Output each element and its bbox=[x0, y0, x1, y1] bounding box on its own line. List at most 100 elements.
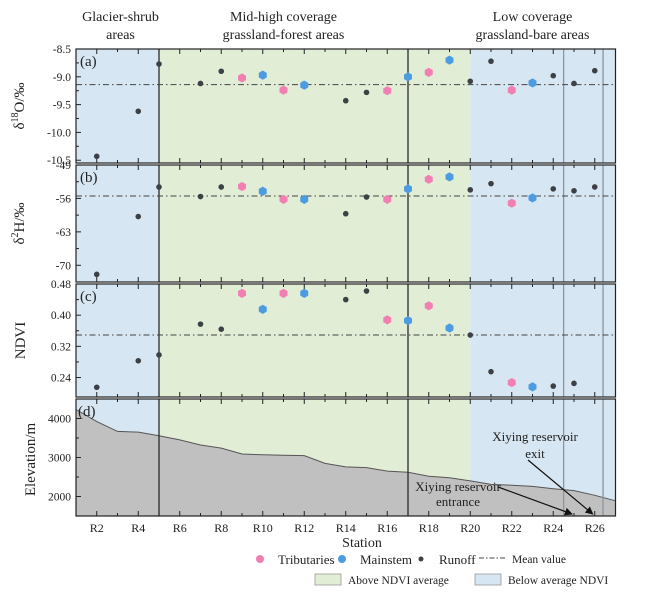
panel-frame bbox=[75, 398, 617, 517]
mainstem-point bbox=[445, 323, 454, 333]
x-tick-label: R6 bbox=[173, 521, 187, 535]
y-tick-label: -10.0 bbox=[47, 127, 71, 139]
tributaries-point bbox=[424, 174, 433, 184]
runoff-point bbox=[550, 72, 557, 79]
runoff-point bbox=[135, 108, 142, 115]
legend: Tributaries Mainstem Runoff Mean value Above… bbox=[256, 552, 608, 587]
runoff-point bbox=[342, 296, 349, 303]
tributaries-point bbox=[424, 301, 433, 311]
y-tick-label: 2000 bbox=[48, 492, 71, 504]
tributaries-point bbox=[383, 86, 392, 96]
mainstem-point bbox=[404, 72, 412, 82]
legend-mean-label: Mean value bbox=[512, 554, 566, 566]
legend-below-swatch bbox=[474, 573, 502, 586]
mainstem-point bbox=[300, 194, 309, 204]
annotation-entrance-line1: Xiying reservoir bbox=[415, 479, 501, 494]
x-tick-label: R24 bbox=[543, 521, 563, 535]
y-tick-label: 0.40 bbox=[51, 310, 71, 322]
runoff-point bbox=[156, 184, 162, 190]
ndvi-shading-below bbox=[76, 49, 159, 163]
legend-mainstem-icon bbox=[338, 555, 346, 563]
runoff-point bbox=[467, 78, 474, 85]
x-tick-label: R22 bbox=[502, 521, 522, 535]
x-tick-label: R16 bbox=[377, 521, 397, 535]
runoff-point bbox=[156, 352, 162, 358]
ndvi-shading-above bbox=[159, 284, 471, 397]
mainstem-point bbox=[258, 186, 267, 196]
x-tick-label: R18 bbox=[419, 521, 439, 535]
annotation-exit-arrow bbox=[527, 459, 594, 515]
y-tick-label: -9.0 bbox=[53, 72, 71, 84]
ndvi-shading-below bbox=[76, 284, 159, 397]
ndvi-shading-below bbox=[470, 165, 616, 282]
mainstem-point bbox=[445, 55, 454, 65]
legend-above-swatch bbox=[314, 573, 342, 586]
terrain-area bbox=[76, 409, 616, 516]
mainstem-point bbox=[528, 382, 537, 392]
mainstem-point bbox=[404, 316, 412, 326]
ndvi-shading-below bbox=[470, 284, 616, 397]
y-tick-label: -9.5 bbox=[53, 100, 71, 112]
x-axis: R2 R4 R6 R8 R10 R12 R14 R16 R18 R20 R22 R24 R26 Stati… bbox=[90, 521, 605, 551]
panel-label: (b) bbox=[80, 170, 98, 186]
x-tick-label: R12 bbox=[294, 521, 314, 535]
y-tick-label: -8.5 bbox=[53, 44, 71, 56]
mainstem-point bbox=[258, 70, 267, 80]
runoff-point bbox=[571, 380, 577, 387]
panel-d: 4000 3000 2000 (d) Elevation/m Xiying reservo… bbox=[23, 398, 617, 517]
mainstem-point bbox=[528, 193, 537, 203]
legend-below-label: Below average NDVI bbox=[508, 575, 608, 587]
y-tick-label: -63 bbox=[56, 227, 72, 239]
panel-frame bbox=[75, 283, 617, 398]
region-title-line: grassland-bare areas bbox=[476, 28, 590, 43]
y-tick-label: -70 bbox=[56, 260, 72, 272]
runoff-point bbox=[571, 80, 577, 87]
tributaries-point bbox=[424, 67, 433, 77]
runoff-point bbox=[550, 186, 557, 192]
annotation-exit-line1: Xiying reservoir bbox=[492, 429, 578, 444]
region-title-line: Low coverage bbox=[493, 10, 573, 25]
runoff-point bbox=[93, 271, 100, 278]
legend-above-label: Above NDVI average bbox=[348, 575, 449, 587]
ndvi-shading-below bbox=[76, 165, 159, 282]
x-tick-label: R20 bbox=[460, 521, 480, 535]
tributaries-point bbox=[383, 194, 392, 204]
y-axis-label: NDVI bbox=[13, 322, 29, 360]
annotation-exit-line2: exit bbox=[525, 446, 545, 461]
y-tick-label: 0.32 bbox=[51, 341, 71, 353]
region-title-line: Mid-high coverage bbox=[230, 10, 337, 25]
mainstem-point bbox=[528, 78, 537, 88]
panel-a: -8.5 -9.0 -9.5 -10.0 -10.5 (a) δ18O/‰ bbox=[10, 44, 617, 167]
mainstem-point bbox=[404, 184, 412, 194]
y-tick-label: 3000 bbox=[48, 453, 71, 465]
tributaries-point bbox=[383, 315, 392, 325]
tributaries-point bbox=[238, 288, 246, 298]
panel-label: (d) bbox=[78, 404, 96, 420]
mainstem-point bbox=[258, 304, 267, 314]
y-axis-label: Elevation/m bbox=[23, 423, 39, 497]
runoff-point bbox=[550, 383, 557, 389]
ndvi-shading-below bbox=[470, 49, 616, 163]
runoff-point bbox=[218, 68, 225, 75]
y-tick-label: 4000 bbox=[48, 414, 71, 426]
x-tick-label: R14 bbox=[336, 521, 356, 535]
tributaries-point bbox=[279, 194, 288, 204]
mainstem-point bbox=[300, 80, 309, 90]
legend-tributaries-label: Tributaries bbox=[278, 552, 335, 567]
tributaries-point bbox=[507, 85, 516, 95]
panel-b: -49 -56 -63 -70 (b) δ2H/‰ bbox=[10, 160, 617, 283]
y-axis-label: δ18O/‰ bbox=[10, 82, 28, 129]
runoff-point bbox=[571, 187, 577, 194]
x-tick-label: R8 bbox=[214, 521, 228, 535]
ndvi-shading-above bbox=[159, 165, 471, 282]
mainstem-point bbox=[300, 288, 309, 298]
annotation-entrance-line2: entrance bbox=[436, 494, 480, 509]
legend-runoff-icon bbox=[418, 556, 424, 562]
runoff-point bbox=[342, 210, 349, 217]
runoff-point bbox=[467, 187, 474, 193]
runoff-point bbox=[488, 368, 494, 375]
panels: -8.5 -9.0 -9.5 -10.0 -10.5 (a) δ18O/‰ -49 -56 -63… bbox=[10, 44, 617, 517]
panel-frame bbox=[75, 164, 617, 283]
tributaries-point bbox=[507, 198, 516, 208]
